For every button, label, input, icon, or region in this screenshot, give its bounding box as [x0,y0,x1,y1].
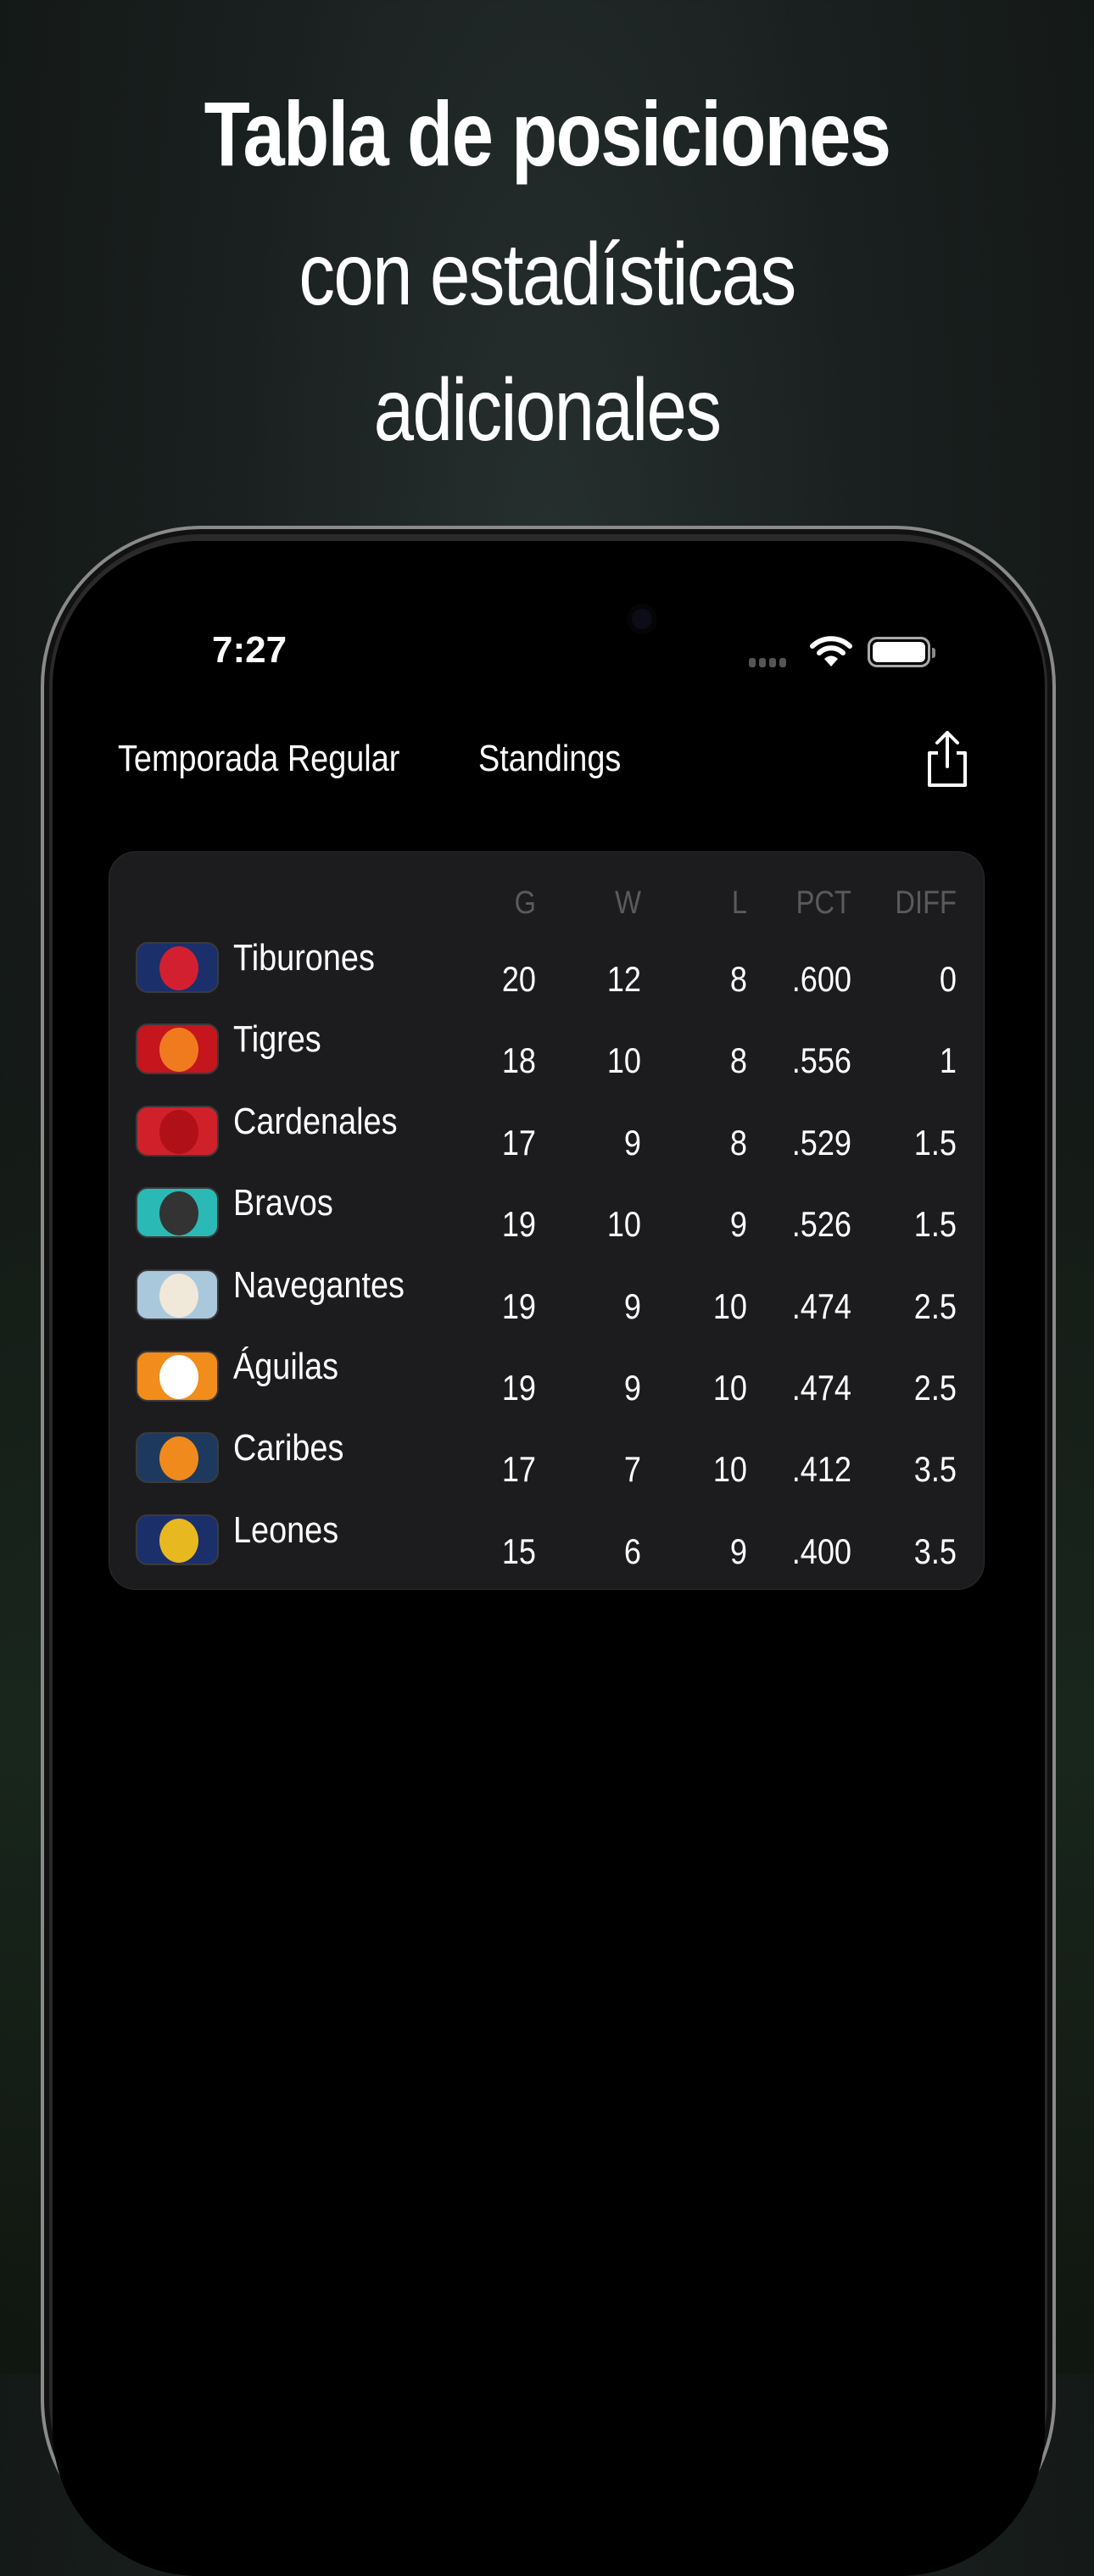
column-header-l[interactable]: L [731,885,747,921]
stat-pct: .526 [791,1204,851,1245]
team-name: Bravos [233,1182,333,1224]
stat-g: 17 [501,1122,536,1163]
stat-diff: 1.5 [913,1204,957,1245]
status-time: 7:27 [212,629,287,671]
stat-l: 9 [729,1531,747,1571]
stat-l: 10 [712,1449,747,1490]
stat-diff: 3.5 [913,1531,957,1571]
headline-line-3: adicionales [373,361,722,460]
team-logo [136,1105,219,1157]
stat-diff: 1 [939,1040,957,1081]
stat-diff: 2.5 [913,1285,957,1326]
stat-w: 9 [623,1368,641,1408]
stat-pct: .474 [791,1368,851,1408]
stat-diff: 2.5 [913,1368,957,1408]
stat-l: 10 [712,1368,747,1408]
team-logo [136,1514,219,1565]
wifi-icon [810,636,852,666]
stat-g: 18 [501,1040,536,1081]
column-header-g[interactable]: G [514,885,536,921]
stat-g: 20 [501,959,536,999]
team-name: Tigres [233,1018,321,1061]
stat-pct: .600 [791,959,851,999]
stat-w: 10 [606,1204,641,1245]
headline-line-2: con estadísticas [299,226,796,324]
nav-subtitle: Standings [478,738,622,779]
stat-pct: .412 [791,1449,851,1490]
standings-table [109,851,985,1590]
stat-diff: 3.5 [913,1449,957,1490]
column-header-diff[interactable]: DIFF [895,885,957,921]
team-logo [136,1268,219,1320]
stat-pct: .400 [791,1531,851,1571]
stat-l: 9 [729,1204,747,1245]
stat-pct: .556 [791,1040,851,1081]
team-logo [136,1023,219,1075]
team-logo [136,1187,219,1239]
team-name: Tiburones [233,937,375,979]
stat-l: 8 [729,959,747,999]
team-logo [136,1432,219,1484]
team-name: Cardenales [233,1100,398,1142]
stat-w: 9 [623,1122,641,1163]
stat-g: 17 [501,1449,536,1490]
stat-l: 8 [729,1122,747,1163]
stat-l: 10 [712,1285,747,1326]
stat-w: 6 [623,1531,641,1571]
stat-g: 15 [501,1531,536,1571]
stat-w: 12 [606,959,641,999]
stat-g: 19 [501,1204,536,1245]
stat-w: 9 [623,1285,641,1326]
stat-g: 19 [501,1285,536,1326]
team-logo [136,942,219,993]
stat-l: 8 [729,1040,747,1081]
team-name: Navegantes [233,1263,405,1306]
stat-diff: 1.5 [913,1122,957,1163]
stat-w: 10 [606,1040,641,1081]
camera-icon [632,609,652,629]
team-logo [136,1351,219,1402]
stat-pct: .474 [791,1285,851,1326]
column-header-pct[interactable]: PCT [795,885,851,921]
cellular-signal-icon [749,658,786,667]
nav-title[interactable]: Temporada Regular [118,738,400,779]
share-icon[interactable] [924,729,970,789]
team-name: Caribes [233,1427,344,1469]
stat-pct: .529 [791,1122,851,1163]
team-name: Águilas [233,1346,339,1387]
headline-title: Tabla de posiciones [204,82,891,185]
stat-w: 7 [623,1449,641,1490]
stat-diff: 0 [939,959,957,999]
battery-icon [868,637,935,667]
team-name: Leones [233,1508,339,1551]
stat-g: 19 [501,1368,536,1408]
column-header-w[interactable]: W [615,885,641,921]
